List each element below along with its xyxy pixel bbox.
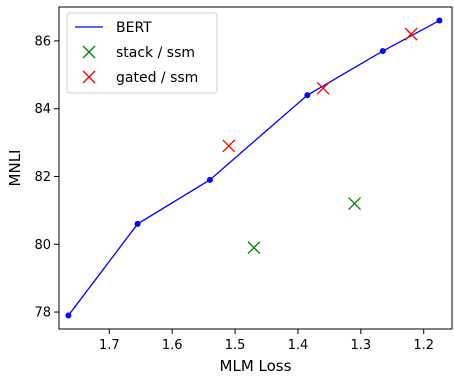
series-1: [247, 197, 361, 255]
data-point: [304, 92, 311, 99]
x-tick-label: 1.7: [99, 338, 120, 353]
series-0: [65, 17, 443, 319]
series-line: [67, 19, 440, 316]
x-marker-stroke: [247, 241, 261, 255]
data-point: [348, 197, 361, 211]
legend-item: gated / ssm: [82, 70, 198, 86]
y-tick-label: 84: [34, 102, 51, 117]
x-marker-stroke: [82, 45, 96, 59]
data-point: [379, 48, 386, 55]
data-point: [436, 17, 443, 24]
data-point: [65, 312, 72, 319]
y-axis-label: MNLI: [6, 150, 24, 187]
x-marker-stroke: [316, 81, 330, 95]
y-tick-label: 82: [34, 170, 51, 185]
legend: BERT stack / ssm gated / ssm: [66, 12, 218, 94]
x-axis-label: MLM Loss: [220, 357, 292, 375]
x-tick-label: 1.6: [162, 338, 183, 353]
y-tick-label: 86: [34, 34, 51, 49]
series-layer: [65, 17, 443, 319]
x-tick-label: 1.2: [413, 338, 434, 353]
series-2: [222, 27, 418, 153]
legend-label: BERT: [116, 20, 152, 36]
x-tick-label: 1.5: [225, 338, 246, 353]
x-tick-label: 1.3: [350, 338, 371, 353]
data-point: [316, 81, 330, 95]
data-point: [247, 241, 261, 255]
data-point: [206, 176, 213, 183]
plot-frame: [58, 6, 453, 330]
legend-item: stack / ssm: [82, 45, 195, 61]
legend-label: stack / ssm: [116, 45, 195, 61]
x-marker-stroke: [348, 197, 361, 211]
x-marker-stroke: [82, 70, 96, 84]
data-point: [134, 220, 141, 227]
data-point: [404, 27, 418, 41]
legend-frame: [66, 12, 218, 94]
legend-swatch: [82, 70, 96, 84]
y-axis: 78 80 82 84 86: [34, 34, 59, 321]
x-axis: 1.7 1.6 1.5 1.4 1.3 1.2: [99, 329, 434, 353]
legend-item: BERT: [75, 20, 152, 36]
x-marker-stroke: [222, 139, 236, 153]
plot-area: [58, 6, 453, 330]
data-point: [222, 139, 236, 153]
y-tick-label: 78: [34, 306, 51, 321]
x-tick-label: 1.4: [288, 338, 309, 353]
legend-swatch: [82, 45, 96, 59]
y-tick-label: 80: [34, 238, 51, 253]
x-marker-stroke: [404, 27, 418, 41]
legend-label: gated / ssm: [116, 70, 198, 86]
